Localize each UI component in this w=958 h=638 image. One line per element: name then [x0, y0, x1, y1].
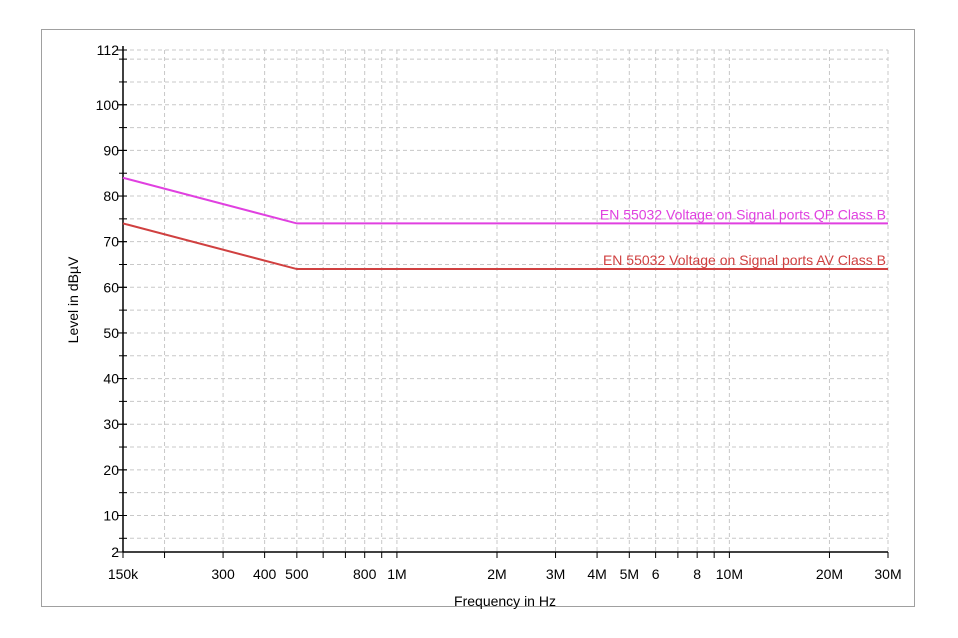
x-tick-label: 30M [874, 566, 901, 582]
x-tick-label: 150k [108, 566, 139, 582]
x-tick-label: 10M [716, 566, 743, 582]
y-tick-label: 112 [97, 42, 120, 58]
limit-line [122, 222, 888, 271]
x-tick-label: 5M [620, 566, 639, 582]
x-tick-label: 800 [353, 566, 377, 582]
y-axis-label: Level in dBµV [65, 256, 81, 343]
y-tick-label: 10 [103, 507, 119, 523]
y-tick-label: 30 [103, 416, 119, 432]
x-tick-label: 2M [487, 566, 506, 582]
series-group: EN 55032 Voltage on Signal ports QP Clas… [122, 176, 888, 271]
x-tick-label: 8 [693, 566, 701, 582]
x-tick-label: 500 [285, 566, 309, 582]
chart-frame [41, 29, 915, 607]
y-tick-label: 90 [103, 142, 119, 158]
series-label: EN 55032 Voltage on Signal ports QP Clas… [600, 206, 886, 222]
series-label: EN 55032 Voltage on Signal ports AV Clas… [603, 252, 886, 268]
y-tick-label: 70 [103, 234, 119, 250]
grid [123, 49, 889, 552]
x-tick-label: 3M [546, 566, 565, 582]
y-tick-label: 40 [103, 371, 119, 387]
x-tick-label: 300 [211, 566, 235, 582]
x-axis-label: Frequency in Hz [454, 593, 556, 609]
x-tick-label: 6 [652, 566, 660, 582]
y-tick-label: 50 [103, 325, 119, 341]
x-tick-label: 400 [253, 566, 277, 582]
y-tick-label: 20 [103, 462, 119, 478]
x-tick-label: 4M [587, 566, 606, 582]
y-tick-label: 2 [111, 544, 119, 560]
x-tick-label: 20M [816, 566, 843, 582]
axes: 150k 300 400 500 800 1M 2M 3M 4M 5M 6 8 10M 20M 30M 2 10… [96, 42, 902, 582]
y-tick-label: 100 [96, 97, 120, 113]
y-tick-label: 60 [103, 279, 119, 295]
y-tick-label: 80 [103, 188, 119, 204]
x-tick-label: 1M [387, 566, 406, 582]
limit-line [122, 176, 888, 225]
